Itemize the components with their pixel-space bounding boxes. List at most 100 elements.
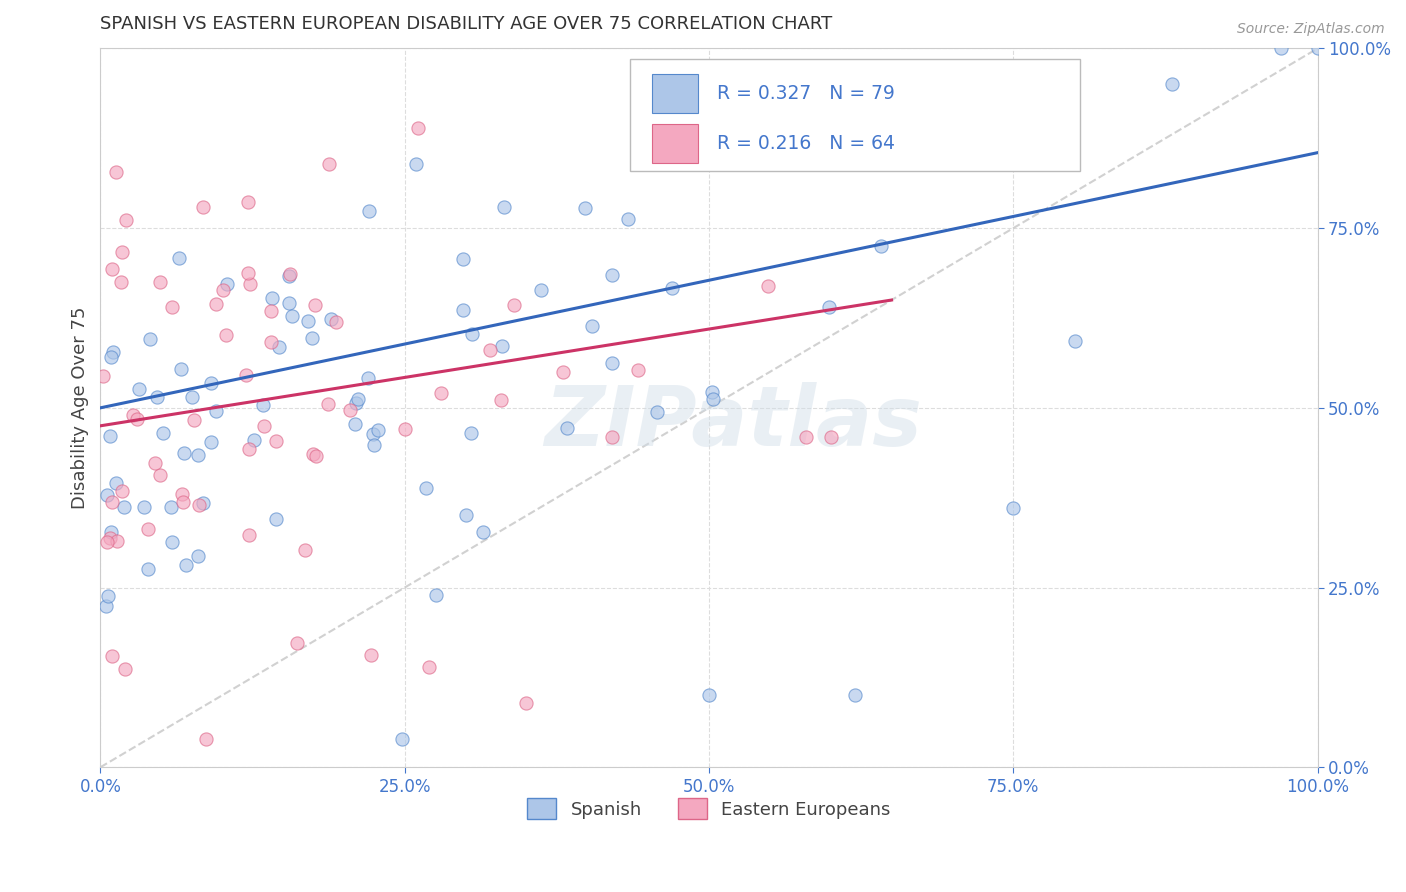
Point <box>97 589 120 603</box>
Point <box>242 434 264 448</box>
Point <box>391 731 413 746</box>
Text: ZIPatlas: ZIPatlas <box>544 382 922 463</box>
Point <box>478 343 501 358</box>
Point <box>394 422 416 436</box>
Point <box>205 297 228 311</box>
Point <box>101 345 124 359</box>
Text: Source: ZipAtlas.com: Source: ZipAtlas.com <box>1237 22 1385 37</box>
Point <box>294 543 316 558</box>
Point <box>107 533 129 548</box>
Point <box>472 525 495 540</box>
Point <box>818 300 841 314</box>
Point <box>101 262 124 277</box>
Point <box>756 279 779 293</box>
Legend: Spanish, Eastern Europeans: Spanish, Eastern Europeans <box>520 791 898 827</box>
Point <box>451 252 474 266</box>
Point <box>318 157 340 171</box>
Point <box>343 417 366 432</box>
Point <box>363 438 385 452</box>
Point <box>100 350 122 364</box>
Point <box>574 201 596 215</box>
Point <box>305 449 328 463</box>
FancyBboxPatch shape <box>652 74 697 113</box>
Point <box>98 429 121 443</box>
Point <box>697 689 720 703</box>
Point <box>830 85 852 99</box>
Text: R = 0.327   N = 79: R = 0.327 N = 79 <box>717 84 896 103</box>
Point <box>149 468 172 483</box>
Point <box>110 244 132 259</box>
Point <box>100 524 122 539</box>
Point <box>236 266 259 280</box>
Point <box>702 392 724 407</box>
Point <box>96 535 118 549</box>
Point <box>98 531 121 545</box>
Text: SPANISH VS EASTERN EUROPEAN DISABILITY AGE OVER 75 CORRELATION CHART: SPANISH VS EASTERN EUROPEAN DISABILITY A… <box>100 15 832 33</box>
Point <box>301 447 323 461</box>
Point <box>122 408 145 422</box>
Point <box>136 562 159 576</box>
Point <box>339 402 361 417</box>
Point <box>195 731 218 746</box>
Point <box>492 200 515 214</box>
Point <box>238 442 260 457</box>
Point <box>96 599 118 613</box>
Point <box>367 423 389 437</box>
Point <box>1306 41 1329 55</box>
Point <box>491 339 513 353</box>
Point <box>183 412 205 426</box>
Point <box>617 212 640 227</box>
Point <box>110 275 132 289</box>
Point <box>796 429 818 443</box>
Point <box>101 494 124 508</box>
Point <box>430 386 453 401</box>
Point <box>627 363 650 377</box>
Point <box>115 212 138 227</box>
Point <box>515 696 537 710</box>
Point <box>111 483 134 498</box>
Point <box>235 368 257 383</box>
Point <box>408 120 430 135</box>
Point <box>460 425 482 440</box>
Point <box>405 156 427 170</box>
Point <box>127 412 149 426</box>
Point <box>152 426 174 441</box>
Point <box>267 340 290 354</box>
Point <box>1002 501 1025 516</box>
Point <box>188 498 211 512</box>
Point <box>551 365 574 379</box>
Point <box>321 311 343 326</box>
Point <box>173 446 195 460</box>
Point <box>278 267 301 281</box>
Point <box>530 283 553 297</box>
Point <box>187 448 209 462</box>
Point <box>215 328 238 343</box>
Point <box>285 636 308 650</box>
Point <box>418 659 440 673</box>
Point <box>425 588 447 602</box>
Text: R = 0.216   N = 64: R = 0.216 N = 64 <box>717 134 896 153</box>
Point <box>112 500 135 515</box>
Point <box>700 385 723 400</box>
Point <box>169 361 191 376</box>
Point <box>187 549 209 564</box>
Point <box>503 298 526 312</box>
Point <box>600 429 623 443</box>
Point <box>172 487 194 501</box>
Point <box>1270 41 1292 55</box>
Point <box>454 508 477 523</box>
Point <box>844 689 866 703</box>
Point <box>105 476 128 491</box>
Point <box>581 318 603 333</box>
Point <box>136 523 159 537</box>
Point <box>461 326 484 341</box>
Point <box>96 487 118 501</box>
Point <box>128 382 150 396</box>
Point <box>1160 78 1182 92</box>
Point <box>325 315 347 329</box>
Point <box>167 251 190 265</box>
Point <box>100 648 122 663</box>
Point <box>149 275 172 289</box>
Point <box>212 283 235 297</box>
Point <box>645 405 668 419</box>
